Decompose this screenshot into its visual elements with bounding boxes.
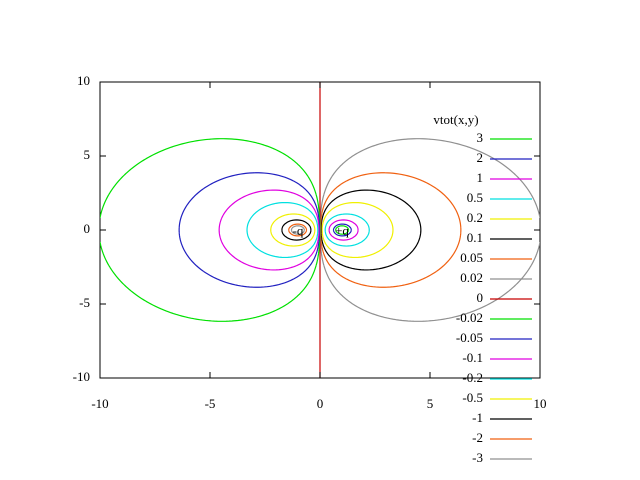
legend-label: -2	[472, 430, 483, 445]
legend-label: 0.05	[460, 250, 483, 265]
legend-label: -1	[472, 410, 483, 425]
y-tick-label: 5	[84, 147, 91, 162]
contour-line	[218, 189, 320, 271]
charge-label: +q	[335, 223, 349, 238]
legend-label: -0.05	[456, 330, 483, 345]
legend-label: 1	[477, 170, 484, 185]
legend-label: 3	[477, 130, 484, 145]
legend-label: -0.1	[462, 350, 483, 365]
x-tick-label: 0	[317, 396, 324, 411]
contour-line	[334, 225, 350, 235]
contour-line	[332, 223, 352, 237]
contour-line	[290, 225, 306, 235]
legend-label: 2	[477, 150, 484, 165]
y-tick-label: -5	[79, 295, 90, 310]
contour-line	[178, 172, 321, 288]
legend-label: -3	[472, 450, 483, 465]
legend-title: vtot(x,y)	[433, 112, 478, 127]
contours	[100, 82, 540, 378]
contour-line	[270, 213, 316, 247]
y-tick-label: 0	[84, 221, 91, 236]
contour-line	[246, 201, 319, 259]
x-tick-label: 5	[427, 396, 434, 411]
contour-line	[319, 172, 462, 288]
contour-line	[100, 138, 321, 322]
contour-line	[288, 223, 308, 237]
x-tick-label: -10	[91, 396, 108, 411]
legend-label: -0.2	[462, 370, 483, 385]
contour-line	[320, 189, 422, 271]
legend-label: 0.1	[467, 230, 483, 245]
legend-label: 0.5	[467, 190, 483, 205]
y-tick-label: 10	[77, 73, 90, 88]
charge-label: -q	[293, 223, 304, 238]
x-tick-label: 10	[534, 396, 547, 411]
contour-line	[324, 213, 370, 247]
y-tick-label: -10	[73, 369, 90, 384]
legend-label: -0.02	[456, 310, 483, 325]
contour-line	[319, 138, 540, 322]
contour-line	[321, 201, 394, 259]
contour-line	[281, 219, 312, 241]
legend-label: 0	[477, 290, 484, 305]
contour-line	[328, 219, 359, 241]
legend-label: 0.2	[467, 210, 483, 225]
x-tick-label: -5	[205, 396, 216, 411]
legend-label: 0.02	[460, 270, 483, 285]
legend-label: -0.5	[462, 390, 483, 405]
